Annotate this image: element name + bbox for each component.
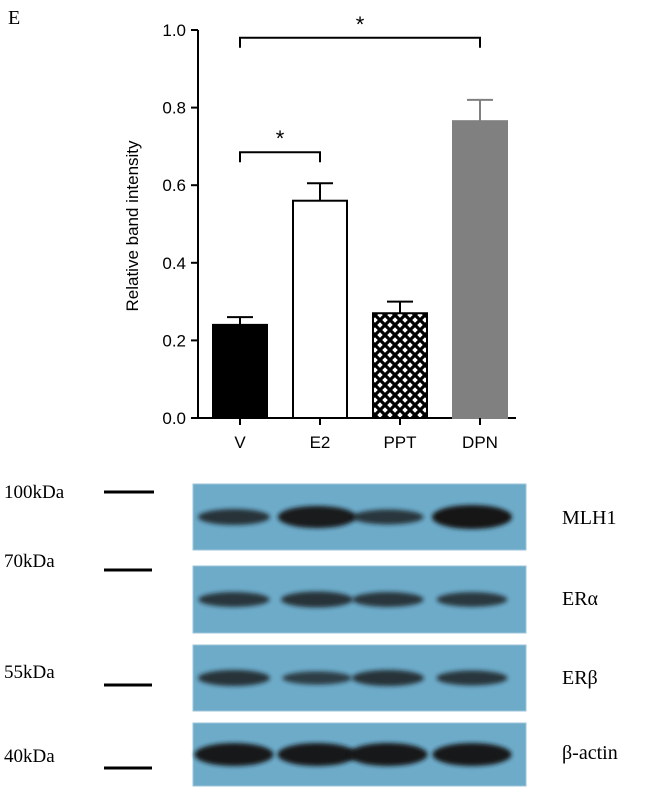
bars bbox=[212, 98, 508, 420]
blot-band bbox=[198, 509, 270, 525]
blot-band bbox=[352, 592, 424, 607]
y-tick-label: 0.0 bbox=[162, 409, 186, 428]
y-tick-label: 1.0 bbox=[162, 21, 186, 40]
blot-band bbox=[277, 742, 357, 767]
marker-label: 100kDa bbox=[4, 482, 65, 503]
western-blot: 100kDa 70kDa 55kDa 40kDa MLH1 ERα ERβ β-actin bbox=[4, 482, 618, 787]
x-tick-label: PPT bbox=[383, 433, 416, 452]
y-tick-label: 0.4 bbox=[162, 254, 186, 273]
x-tick-labels: V E2 PPT DPN bbox=[234, 418, 498, 452]
blot-band bbox=[436, 670, 508, 686]
blot-row-label: ERβ bbox=[562, 667, 598, 689]
blot-band bbox=[432, 505, 512, 529]
blot-band bbox=[432, 742, 512, 767]
significance-star: * bbox=[276, 126, 285, 151]
bar-v bbox=[212, 323, 268, 420]
blot-strip-2 bbox=[192, 565, 527, 634]
x-tick-label: E2 bbox=[310, 433, 331, 452]
blot-band bbox=[277, 505, 357, 529]
panel-label: E bbox=[8, 7, 20, 29]
blot-row-label: MLH1 bbox=[562, 507, 616, 529]
blot-band bbox=[436, 592, 508, 607]
significance-brackets: ** bbox=[239, 12, 481, 163]
blot-band bbox=[352, 670, 424, 686]
blot-band bbox=[352, 509, 424, 525]
marker-label: 40kDa bbox=[4, 746, 55, 767]
marker-label: 55kDa bbox=[4, 662, 55, 683]
marker-label: 70kDa bbox=[4, 551, 55, 572]
y-tick-label: 0.6 bbox=[162, 176, 186, 195]
blot-band bbox=[194, 742, 274, 767]
blot-row-label: β-actin bbox=[562, 742, 618, 764]
blot-band bbox=[198, 670, 270, 686]
bar-e2 bbox=[292, 199, 348, 419]
y-tick-label: 0.2 bbox=[162, 331, 186, 350]
blot-band bbox=[282, 671, 352, 685]
significance-bracket bbox=[239, 36, 481, 48]
bar-chart: Relative band intensity 0.0 0.2 0.4 0.6 0.8 1… bbox=[123, 12, 516, 452]
y-tick-label: 0.8 bbox=[162, 99, 186, 118]
significance-star: * bbox=[356, 12, 365, 37]
blot-row-label: ERα bbox=[562, 588, 599, 610]
y-axis-label: Relative band intensity bbox=[123, 140, 142, 312]
x-tick-label: V bbox=[234, 433, 246, 452]
blot-strip-1 bbox=[192, 483, 527, 551]
significance-bracket bbox=[239, 151, 321, 163]
blot-band bbox=[281, 591, 353, 608]
blot-band bbox=[198, 592, 270, 607]
bar-dpn bbox=[452, 120, 508, 420]
blot-band bbox=[348, 742, 428, 767]
blot-strip-4 bbox=[192, 722, 527, 787]
x-tick-label: DPN bbox=[462, 433, 498, 452]
blot-strip-3 bbox=[192, 644, 527, 712]
y-ticks: 0.0 0.2 0.4 0.6 0.8 1.0 bbox=[162, 21, 198, 428]
bar-ppt bbox=[372, 312, 428, 419]
